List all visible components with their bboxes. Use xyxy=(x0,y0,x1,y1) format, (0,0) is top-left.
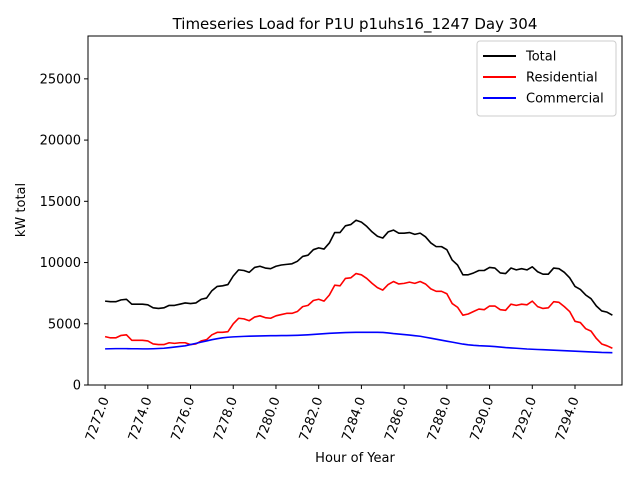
x-axis-label: Hour of Year xyxy=(315,451,395,466)
y-axis-ticks: 0 5000 10000 15000 20000 25000 xyxy=(40,72,88,394)
series-lines xyxy=(104,219,613,354)
y-axis-label: kW total xyxy=(14,183,29,237)
legend-label-commercial: Commercial xyxy=(526,92,604,107)
y-tick-label: 10000 xyxy=(40,256,81,271)
y-tick-label: 20000 xyxy=(40,134,81,149)
series-line-commercial xyxy=(105,331,613,354)
legend-label-total: Total xyxy=(525,50,556,65)
y-tick-label: 5000 xyxy=(48,317,81,332)
legend-label-residential: Residential xyxy=(526,71,598,86)
y-tick-label: 25000 xyxy=(40,72,81,87)
series-line-total xyxy=(104,219,613,316)
plot-frame xyxy=(87,35,623,386)
y-tick-label: 0 xyxy=(73,379,81,394)
chart-title: Timeseries Load for P1U p1uhs16_1247 Day… xyxy=(172,15,538,34)
y-tick-label: 15000 xyxy=(40,195,81,210)
legend: Total Residential Commercial xyxy=(476,40,617,117)
